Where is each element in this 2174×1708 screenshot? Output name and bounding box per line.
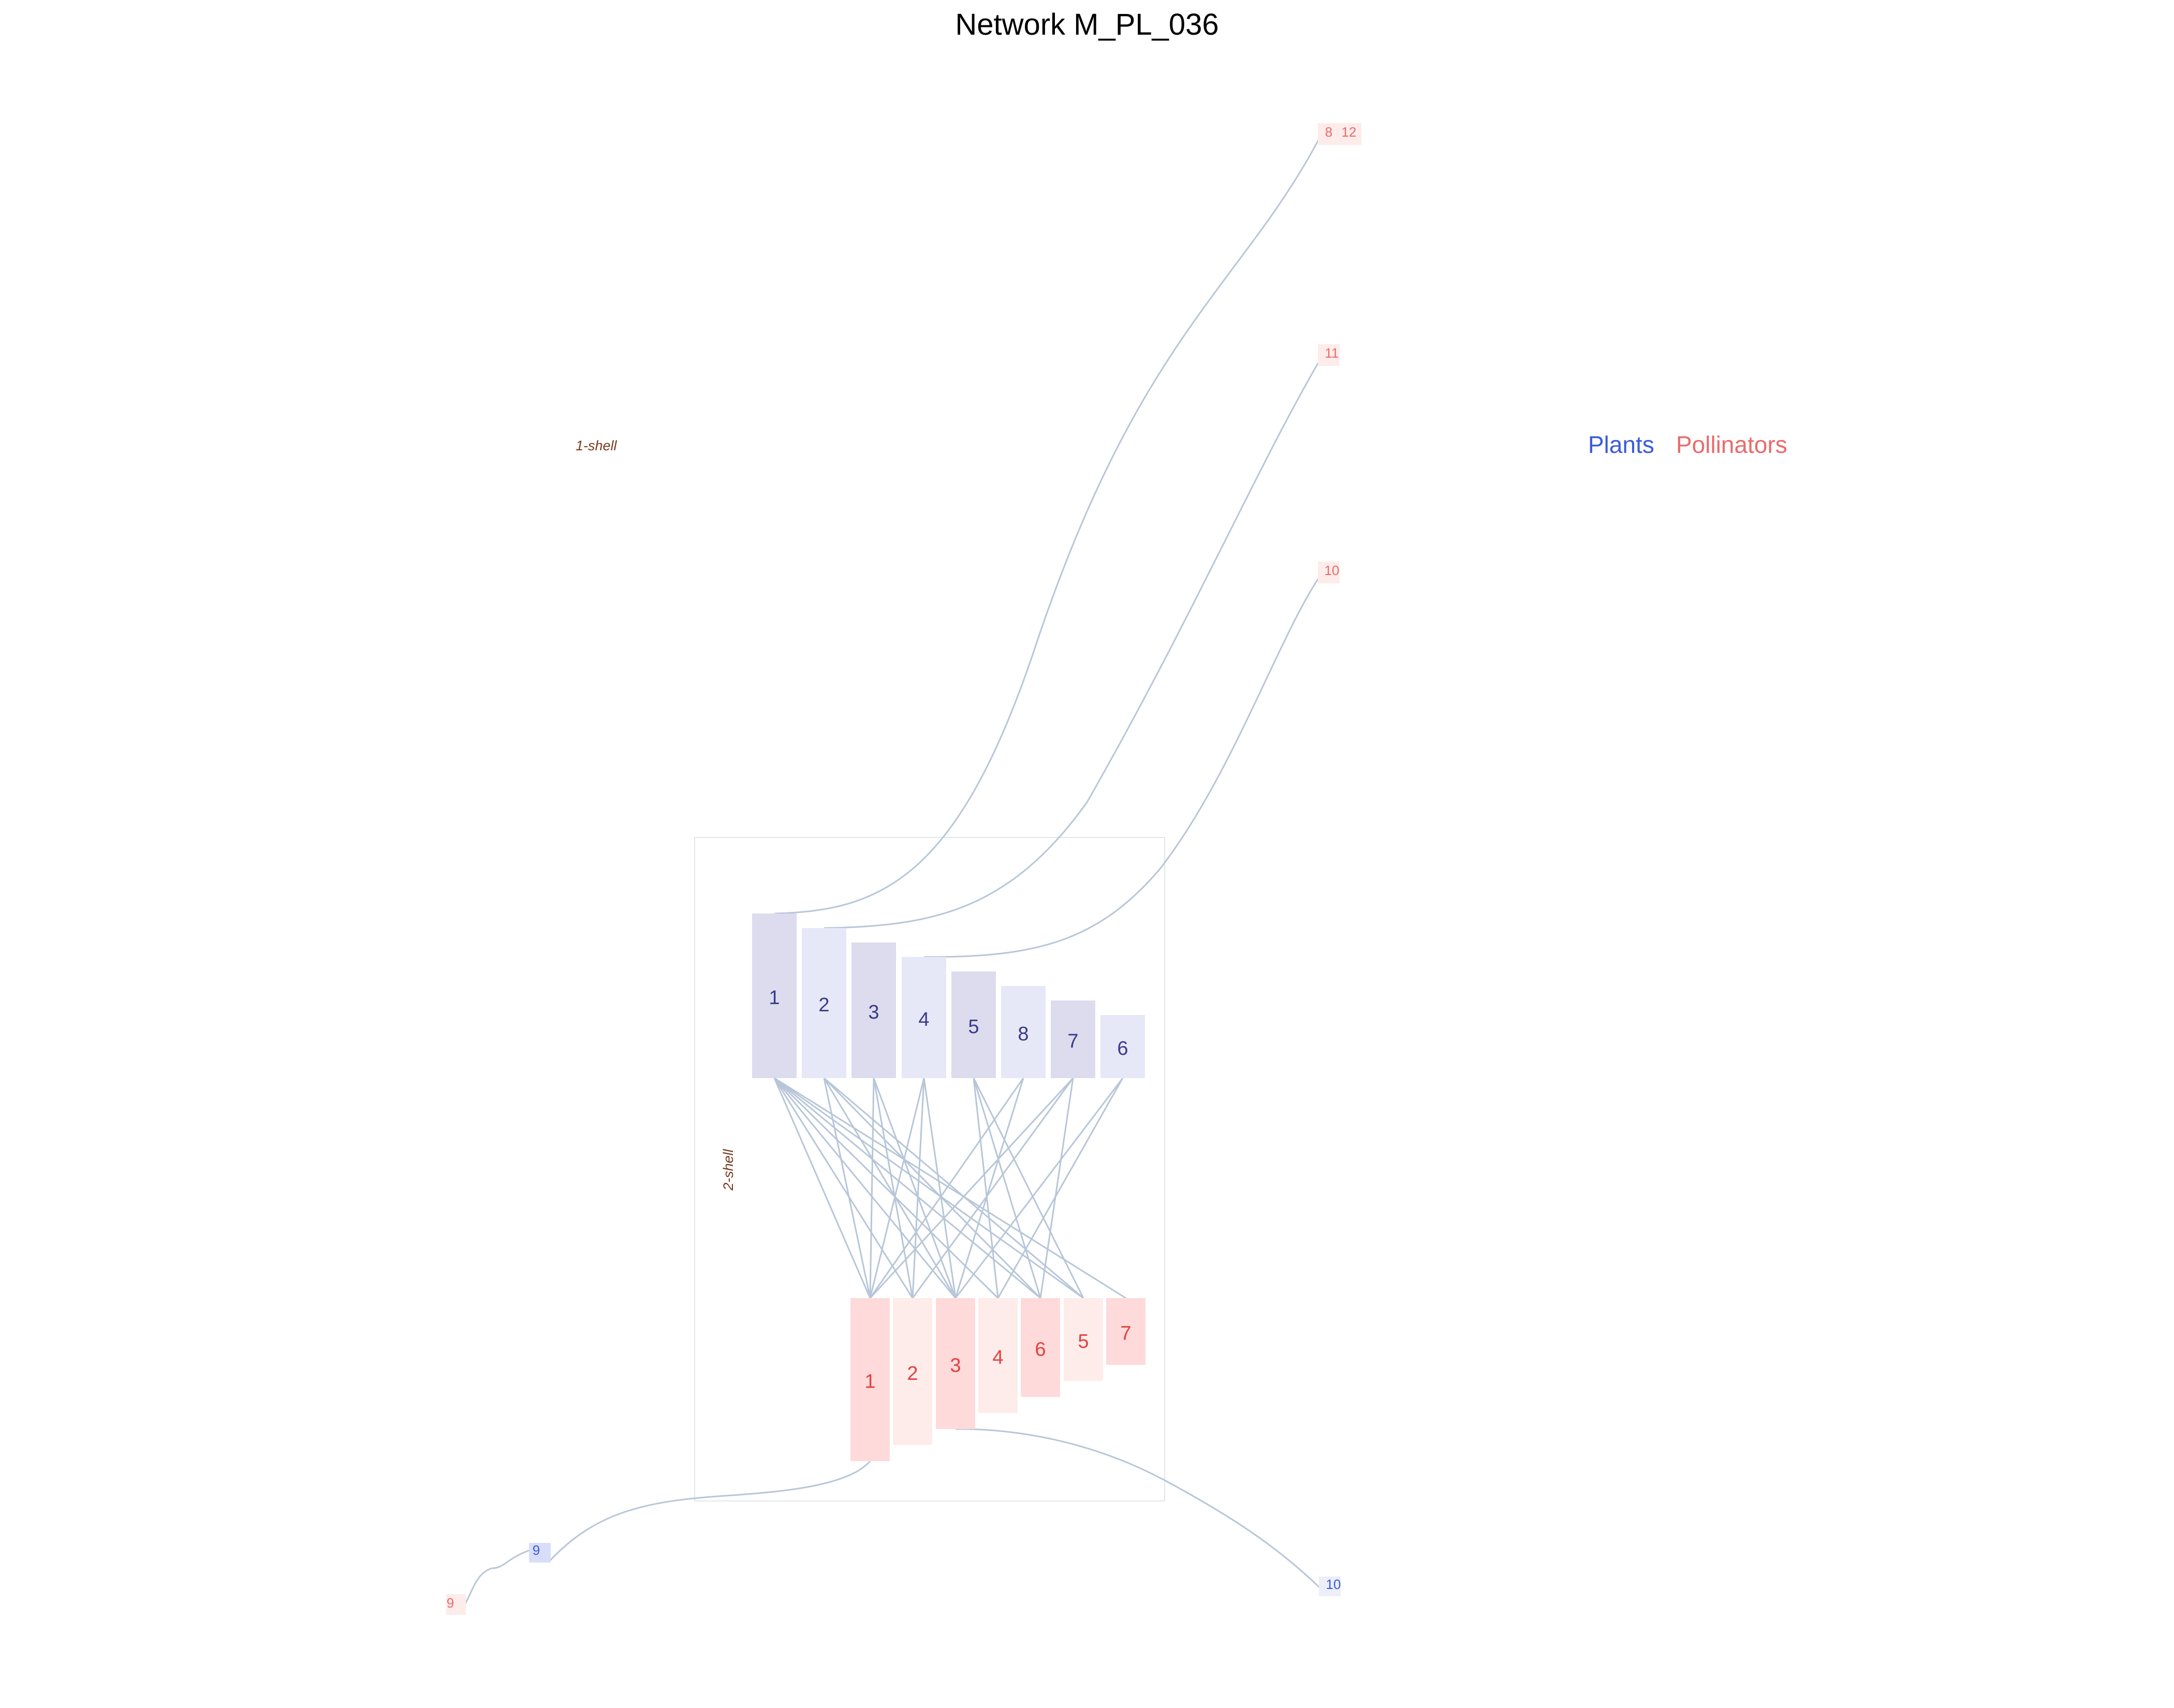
plant-node-6 (1100, 1015, 1145, 1078)
link-plant-4-pollinator-10 (923, 574, 1322, 958)
plant-label-5: 5 (968, 1016, 979, 1038)
links (461, 137, 1322, 1610)
link-plant-2-pollinator-5 (824, 1077, 1084, 1299)
pollinator-label-5: 5 (1078, 1331, 1089, 1352)
plant-label-1: 1 (769, 987, 780, 1009)
plant-node-2 (802, 928, 846, 1078)
link-plant-2-pollinator-1 (823, 1078, 871, 1299)
plant-label-2: 2 (818, 994, 829, 1016)
link-plant-9-pollinator-9 (461, 1549, 531, 1610)
core-pollinators: 1 2 3 4 6 5 7 (850, 1298, 1145, 1461)
pollinator-label-7: 7 (1120, 1323, 1131, 1345)
link-plant-5-pollinator-4 (973, 1078, 999, 1299)
outer-plants: 9 10 (529, 1542, 1341, 1596)
plant-node-1 (752, 914, 797, 1078)
plant-node-8 (1001, 986, 1046, 1078)
plant-node-3 (851, 943, 896, 1078)
link-plant-1-pollinator-2 (773, 1078, 914, 1299)
outer-pollinator-node-10 (1318, 562, 1340, 583)
link-pollinator-1-plant-9 (548, 1461, 871, 1563)
link-plant-3-pollinator-3 (873, 1078, 957, 1299)
shell-label-1: 1-shell (576, 438, 617, 453)
link-plant-4-pollinator-2 (912, 1078, 925, 1299)
pollinator-label-3: 3 (950, 1355, 961, 1377)
pollinator-node-2 (893, 1298, 932, 1445)
pollinator-node-7 (1106, 1298, 1145, 1365)
link-plant-2-pollinator-6 (823, 1077, 1041, 1299)
outer-pollinator-node-9 (446, 1594, 466, 1615)
link-plant-1-pollinator-5 (774, 1077, 1084, 1299)
link-plant-1-pollinator-3 (773, 1078, 957, 1299)
plant-node-7 (1051, 1000, 1095, 1078)
pollinator-label-2: 2 (907, 1363, 918, 1385)
outer-plant-label-9: 9 (533, 1542, 540, 1558)
plant-label-8: 8 (1018, 1023, 1029, 1045)
pollinator-node-3 (936, 1298, 975, 1429)
outer-plant-node-10 (1319, 1577, 1341, 1596)
link-plant-5-pollinator-5 (973, 1078, 1084, 1299)
link-plant-1-pollinator-1 (773, 1078, 871, 1299)
pollinator-node-6 (1021, 1298, 1060, 1397)
link-plant-4-pollinator-3 (923, 1078, 957, 1299)
outer-pollinator-label-8: 8 (1325, 124, 1332, 140)
link-plant-5-pollinator-6 (973, 1078, 1041, 1299)
link-plant-1-pollinator-4 (773, 1077, 999, 1299)
link-plant-1-pollinator-7 (774, 1077, 1126, 1299)
link-plant-8-pollinator-3 (954, 1078, 1024, 1299)
plant-node-4 (902, 957, 946, 1078)
plant-node-5 (951, 971, 996, 1078)
link-plant-2-pollinator-11 (824, 358, 1322, 929)
link-plant-4-pollinator-1 (869, 1078, 925, 1299)
link-plant-3-pollinator-2 (873, 1078, 914, 1299)
legend-plants: Plants (1588, 431, 1654, 458)
outer-pollinator-node-8 (1318, 123, 1340, 145)
outer-pollinator-node-12 (1340, 123, 1361, 145)
pollinator-node-4 (978, 1298, 1018, 1413)
plant-label-4: 4 (918, 1009, 929, 1030)
pollinator-label-4: 4 (992, 1347, 1003, 1368)
core-frame (694, 837, 1165, 1501)
core-plants: 1 2 3 4 5 8 7 6 (752, 914, 1145, 1078)
link-plant-8-pollinator-1 (869, 1078, 1024, 1299)
link-plant-1-pollinator-6 (774, 1077, 1041, 1299)
pollinator-node-5 (1064, 1298, 1103, 1381)
plant-label-6: 6 (1117, 1038, 1128, 1059)
plant-label-3: 3 (868, 1002, 879, 1023)
diagram-title: Network M_PL_036 (955, 8, 1219, 41)
outer-pollinator-label-11: 11 (1325, 345, 1339, 361)
outer-pollinator-label-9: 9 (447, 1595, 454, 1611)
pollinator-node-1 (850, 1298, 890, 1461)
plant-label-7: 7 (1067, 1030, 1078, 1052)
outer-plant-node-9 (529, 1543, 551, 1563)
link-pollinator-3-plant-10 (955, 1428, 1322, 1590)
link-plant-3-pollinator-1 (869, 1078, 875, 1299)
link-plant-7-pollinator-2 (912, 1078, 1074, 1299)
link-plant-6-pollinator-3 (954, 1078, 1124, 1299)
link-plant-1-pollinator-8 (774, 137, 1321, 915)
outer-pollinator-node-11 (1318, 344, 1340, 366)
link-plant-7-pollinator-1 (869, 1077, 1074, 1299)
link-plant-2-pollinator-3 (823, 1078, 957, 1299)
link-plant-6-pollinator-4 (997, 1078, 1124, 1299)
outer-pollinator-label-12: 12 (1342, 124, 1357, 140)
outer-pollinator-label-10: 10 (1325, 563, 1340, 578)
outer-plant-label-10: 10 (1326, 1577, 1341, 1592)
legend-pollinators: Pollinators (1676, 431, 1787, 458)
pollinator-label-1: 1 (864, 1371, 875, 1393)
link-plant-7-pollinator-6 (1039, 1078, 1074, 1299)
pollinator-label-6: 6 (1035, 1339, 1046, 1361)
